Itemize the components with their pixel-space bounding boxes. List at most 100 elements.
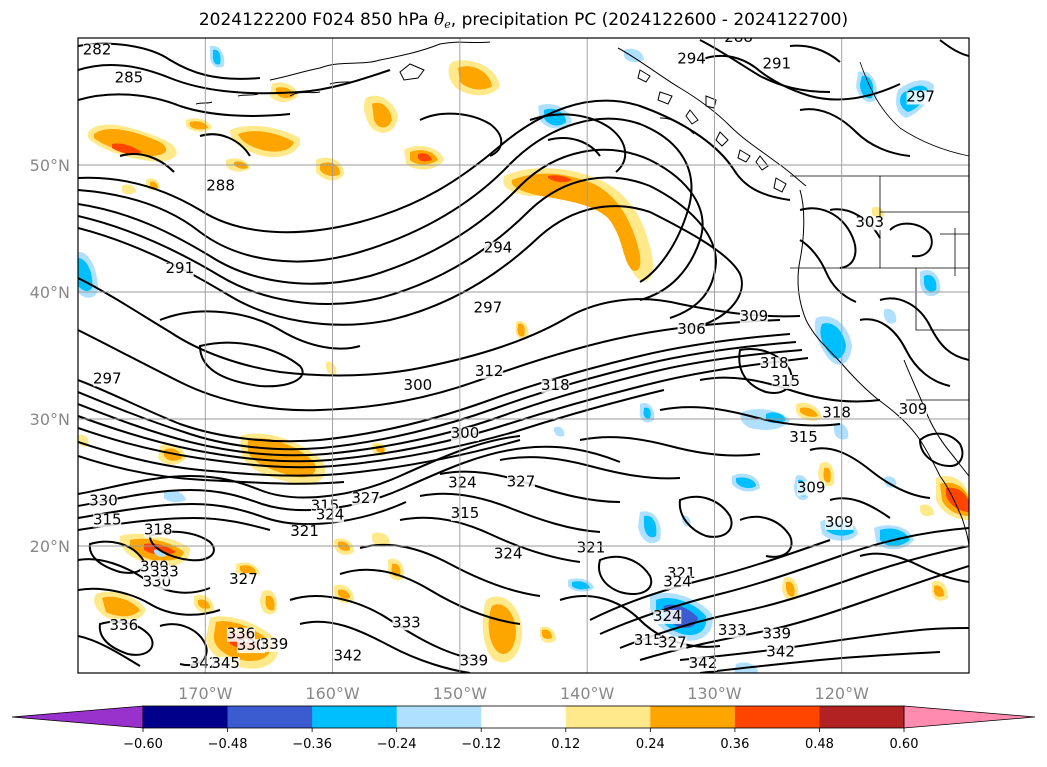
contour-label-backdrop xyxy=(351,491,380,506)
contour-label-backdrop xyxy=(229,573,258,588)
contour-label-backdrop xyxy=(898,402,927,417)
contour-label-backdrop xyxy=(688,656,717,671)
contour-label: 324 xyxy=(494,545,523,563)
colorbar-segment xyxy=(227,706,313,728)
lat-tick-label: 50°N xyxy=(30,156,70,175)
contour-label-backdrop xyxy=(653,609,682,624)
contour-label: 306 xyxy=(677,320,706,338)
theta-subscript: e xyxy=(444,18,451,31)
contour-label-backdrop xyxy=(484,241,513,256)
contour-label: 318 xyxy=(822,404,851,422)
colorbar: −0.60 −0.48 −0.36 −0.24 −0.12 0.12 0.24 0.36 0.4… xyxy=(11,705,1036,752)
colorbar-tick-label: −0.48 xyxy=(208,737,248,752)
contour-label: 300 xyxy=(404,376,433,394)
contour-label-backdrop xyxy=(718,623,747,638)
contour-label: 324 xyxy=(316,505,345,523)
contour-label: 282 xyxy=(83,41,112,59)
contour-label-backdrop xyxy=(855,216,884,231)
contour-label: 315 xyxy=(789,428,818,446)
colorbar-outline xyxy=(142,705,905,729)
contour-label: 318 xyxy=(760,354,789,372)
contour-label-backdrop xyxy=(93,372,122,387)
lon-tick-label: 150°W xyxy=(433,684,488,703)
contour-label: 342 xyxy=(190,654,219,672)
colorbar-tick-label: −0.12 xyxy=(461,737,501,752)
contour-label: 327 xyxy=(658,634,687,652)
colorbar-tick-label: 0.24 xyxy=(636,737,665,752)
lon-tick-label: 130°W xyxy=(687,684,742,703)
colorbar-tick-label: 0.60 xyxy=(890,737,919,752)
title-prefix: 2024122200 F024 850 hPa xyxy=(198,10,434,30)
contour-label: 342 xyxy=(334,646,363,664)
contour-label: 312 xyxy=(475,362,504,380)
contour-label: 339 xyxy=(460,651,489,669)
contour-label-backdrop xyxy=(290,524,319,539)
contour-label-backdrop xyxy=(766,645,795,660)
contour-label-backdrop xyxy=(333,649,362,664)
contour-label-backdrop xyxy=(762,57,791,72)
lon-tick-label: 140°W xyxy=(560,684,615,703)
contour-label-backdrop xyxy=(165,261,194,276)
contour-label: 291 xyxy=(166,259,195,277)
contour-label: 315 xyxy=(93,510,122,528)
colorbar-segment xyxy=(396,706,482,728)
lat-tick-label: 40°N xyxy=(30,283,70,302)
contour-label: 288 xyxy=(724,28,753,46)
contour-label-backdrop xyxy=(93,513,122,528)
contour-label-backdrop xyxy=(403,378,432,393)
contour-label-backdrop xyxy=(450,427,479,442)
colorbar-segment xyxy=(481,706,567,728)
contour-label-backdrop xyxy=(797,481,826,496)
colorbar-segment xyxy=(312,706,398,728)
contour-label: 339 xyxy=(762,625,791,643)
latitude-labels: 50°N 40°N 30°N 20°N xyxy=(30,156,70,556)
contour-label: 333 xyxy=(392,613,421,631)
contour-label-backdrop xyxy=(450,507,479,522)
contour-label: 333 xyxy=(718,621,747,639)
contour-label: 309 xyxy=(740,307,769,325)
colorbar-tick-label: −0.36 xyxy=(292,737,332,752)
contour-label-backdrop xyxy=(144,523,173,538)
colorbar-under-triangle xyxy=(11,705,144,729)
contour-label: 297 xyxy=(906,88,935,106)
lon-tick-label: 160°W xyxy=(305,684,360,703)
contour-label: 327 xyxy=(351,489,380,507)
contour-label-backdrop xyxy=(760,357,789,372)
contour-label: 324 xyxy=(448,474,477,492)
contour-label: 294 xyxy=(484,239,513,257)
contour-label: 318 xyxy=(541,376,570,394)
contour-label: 300 xyxy=(451,424,480,442)
contour-label-backdrop xyxy=(211,656,240,671)
contour-label-backdrop xyxy=(114,71,143,86)
contour-label-backdrop xyxy=(89,494,118,509)
contour-label-backdrop xyxy=(634,634,663,649)
contour-label: 315 xyxy=(771,372,800,390)
contour-label-backdrop xyxy=(576,541,605,556)
contour-label: 330 xyxy=(89,491,118,509)
contour-label-backdrop xyxy=(150,565,179,580)
contour-label: 309 xyxy=(825,513,854,531)
colorbar-segment xyxy=(734,706,820,728)
map-frame xyxy=(77,37,970,674)
contour-label: 318 xyxy=(144,521,173,539)
colorbar-segment xyxy=(650,706,736,728)
contour-label: 285 xyxy=(115,68,144,86)
contour-label: 309 xyxy=(797,479,826,497)
contour-label: 345 xyxy=(211,654,240,672)
graticule xyxy=(78,38,969,673)
ocean-background xyxy=(78,38,969,673)
contour-label-backdrop xyxy=(83,43,112,58)
contour-label: 342 xyxy=(766,642,795,660)
contour-label: 288 xyxy=(206,176,235,194)
contour-label-backdrop xyxy=(541,378,570,393)
contour-label-backdrop xyxy=(739,310,768,325)
contour-label: 315 xyxy=(451,504,480,522)
title-suffix: , precipitation PC (2024122600 - 2024122… xyxy=(450,10,849,30)
contour-label-backdrop xyxy=(724,38,753,45)
contour-label: 321 xyxy=(577,538,606,556)
contour-label-backdrop xyxy=(906,90,935,105)
colorbar-tick-label: −0.60 xyxy=(123,737,163,752)
